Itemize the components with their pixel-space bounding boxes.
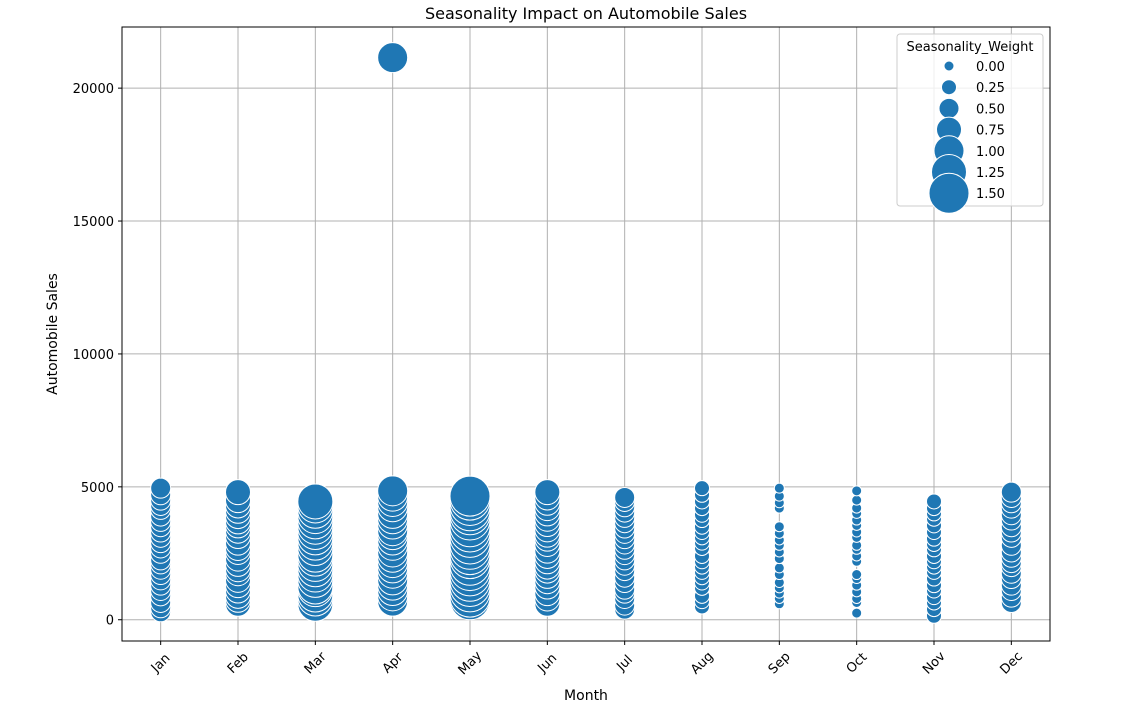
legend-title: Seasonality_Weight — [907, 40, 1034, 55]
data-point — [150, 477, 172, 499]
data-point — [851, 569, 863, 581]
y-tick-label: 20000 — [73, 82, 114, 97]
x-tick-label: Jul — [613, 653, 635, 675]
data-point — [851, 485, 863, 497]
x-tick-label: Oct — [844, 650, 871, 677]
data-point — [614, 486, 636, 508]
legend-entry-label: 0.50 — [976, 102, 1005, 117]
x-tick-label: Feb — [225, 650, 252, 677]
data-point — [297, 483, 334, 520]
data-point — [225, 479, 251, 506]
x-tick-label: Jun — [534, 651, 560, 677]
legend-entry-label: 1.00 — [976, 145, 1005, 160]
legend-marker — [941, 79, 957, 96]
y-tick-label: 15000 — [73, 215, 114, 230]
legend: Seasonality_Weight 0.00 0.25 0.50 0.75 1.00 1… — [896, 33, 1044, 214]
data-point — [449, 475, 491, 517]
legend-marker — [943, 60, 955, 72]
legend-items: 0.00 0.25 0.50 0.75 1.00 1.25 1.50 — [928, 60, 1005, 214]
x-tick-label: Aug — [688, 649, 717, 678]
chart-title: Seasonality Impact on Automobile Sales — [425, 4, 747, 23]
data-point — [377, 475, 409, 507]
legend-marker — [928, 172, 970, 214]
x-tick-label: Mar — [302, 649, 330, 677]
x-tick-label: Apr — [380, 650, 407, 677]
legend-entry-label: 0.00 — [976, 60, 1005, 75]
x-tick-label: Jan — [148, 651, 173, 676]
legend-entry-label: 0.75 — [976, 124, 1005, 139]
x-tick-label: Sep — [766, 649, 794, 677]
data-point — [694, 480, 710, 497]
data-point — [377, 42, 409, 74]
y-tick-label: 0 — [106, 614, 114, 629]
x-tick-label: Dec — [997, 649, 1025, 677]
data-point — [534, 479, 561, 506]
data-point — [926, 493, 942, 510]
legend-box — [896, 33, 1044, 207]
legend-entry-label: 0.25 — [976, 81, 1005, 96]
legend-marker — [938, 97, 960, 119]
data-point — [1000, 481, 1022, 503]
scatter-points — [150, 42, 1022, 624]
data-point — [773, 482, 785, 494]
y-axis-label: Automobile Sales — [45, 273, 61, 395]
legend-entry-label: 1.25 — [976, 166, 1005, 181]
y-tick-label: 10000 — [73, 348, 114, 363]
plot-frame — [121, 26, 1051, 642]
data-point — [851, 494, 863, 506]
legend-entry-label: 1.50 — [976, 187, 1005, 202]
data-point — [773, 562, 785, 574]
x-axis-label: Month — [564, 688, 608, 704]
x-tick-label: May — [456, 648, 486, 678]
y-tick-label: 5000 — [81, 481, 114, 496]
data-point — [773, 521, 785, 533]
data-point — [851, 607, 863, 619]
x-tick-label: Nov — [920, 649, 949, 678]
